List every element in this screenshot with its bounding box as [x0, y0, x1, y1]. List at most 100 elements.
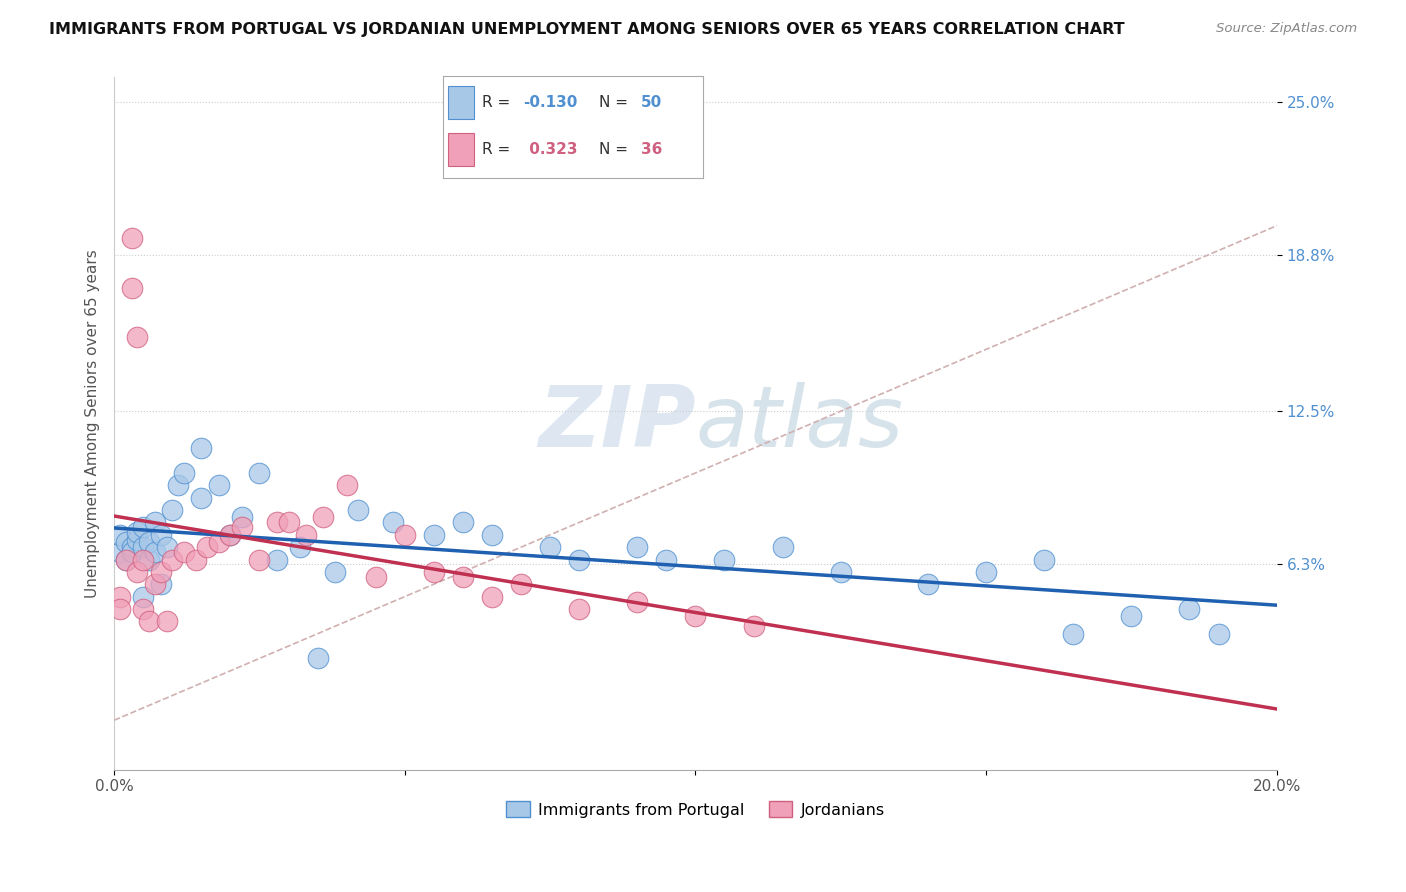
Point: [132, 552, 155, 566]
Point: [423, 528, 446, 542]
Point: [149, 577, 172, 591]
Point: [162, 503, 184, 517]
Point: [266, 552, 288, 566]
Point: [323, 565, 346, 579]
Text: R =: R =: [482, 95, 515, 110]
Point: [114, 552, 136, 566]
Point: [143, 545, 166, 559]
Point: [312, 510, 335, 524]
Y-axis label: Unemployment Among Seniors over 65 years: Unemployment Among Seniors over 65 years: [86, 249, 100, 598]
Point: [132, 590, 155, 604]
Text: -0.130: -0.130: [523, 95, 578, 110]
Point: [132, 540, 155, 554]
Point: [108, 545, 131, 559]
Point: [208, 478, 231, 492]
Point: [127, 533, 149, 547]
Point: [121, 231, 143, 245]
Point: [121, 545, 143, 559]
Point: [149, 565, 172, 579]
Point: [1033, 552, 1056, 566]
Text: R =: R =: [482, 142, 515, 157]
Text: Source: ZipAtlas.com: Source: ZipAtlas.com: [1216, 22, 1357, 36]
Point: [382, 516, 405, 530]
Point: [451, 570, 474, 584]
Point: [277, 516, 299, 530]
Point: [1062, 626, 1084, 640]
Text: 36: 36: [641, 142, 662, 157]
Point: [742, 619, 765, 633]
Point: [132, 602, 155, 616]
Point: [173, 466, 195, 480]
Point: [1178, 602, 1201, 616]
Point: [132, 520, 155, 534]
Point: [143, 516, 166, 530]
Point: [108, 590, 131, 604]
Point: [143, 577, 166, 591]
Bar: [449, 87, 474, 119]
Point: [190, 442, 212, 456]
Point: [138, 535, 160, 549]
Point: [219, 528, 242, 542]
Point: [290, 540, 312, 554]
Point: [510, 577, 533, 591]
Point: [149, 528, 172, 542]
Point: [127, 525, 149, 540]
Point: [195, 540, 218, 554]
Point: [127, 565, 149, 579]
Point: [208, 535, 231, 549]
Point: [1208, 626, 1230, 640]
Bar: [449, 133, 474, 166]
Point: [1121, 609, 1143, 624]
Text: ZIP: ZIP: [538, 382, 696, 465]
Point: [295, 528, 318, 542]
Point: [127, 330, 149, 344]
Point: [190, 491, 212, 505]
Point: [266, 516, 288, 530]
Point: [626, 594, 648, 608]
Text: 50: 50: [641, 95, 662, 110]
Text: N =: N =: [599, 142, 633, 157]
Text: atlas: atlas: [696, 382, 904, 465]
Point: [173, 545, 195, 559]
Point: [394, 528, 416, 542]
Point: [568, 602, 591, 616]
Point: [114, 535, 136, 549]
Point: [423, 565, 446, 579]
Point: [481, 528, 503, 542]
Point: [974, 565, 997, 579]
Point: [114, 552, 136, 566]
Point: [121, 280, 143, 294]
Point: [121, 540, 143, 554]
Text: 0.323: 0.323: [523, 142, 576, 157]
Text: N =: N =: [599, 95, 633, 110]
Point: [249, 552, 271, 566]
Point: [830, 565, 852, 579]
Point: [481, 590, 503, 604]
Point: [347, 503, 370, 517]
Legend: Immigrants from Portugal, Jordanians: Immigrants from Portugal, Jordanians: [501, 795, 891, 824]
Text: IMMIGRANTS FROM PORTUGAL VS JORDANIAN UNEMPLOYMENT AMONG SENIORS OVER 65 YEARS C: IMMIGRANTS FROM PORTUGAL VS JORDANIAN UN…: [49, 22, 1125, 37]
Point: [108, 528, 131, 542]
Point: [917, 577, 939, 591]
Point: [336, 478, 359, 492]
Point: [307, 651, 329, 665]
Point: [626, 540, 648, 554]
Point: [655, 552, 678, 566]
Point: [108, 602, 131, 616]
Point: [219, 528, 242, 542]
Point: [138, 552, 160, 566]
Point: [155, 540, 177, 554]
Point: [772, 540, 794, 554]
Point: [538, 540, 561, 554]
Point: [162, 552, 184, 566]
Point: [451, 516, 474, 530]
Point: [364, 570, 387, 584]
Point: [713, 552, 735, 566]
Point: [249, 466, 271, 480]
Point: [155, 615, 177, 629]
Point: [568, 552, 591, 566]
Point: [231, 520, 253, 534]
Point: [685, 609, 707, 624]
Point: [167, 478, 190, 492]
Point: [184, 552, 207, 566]
